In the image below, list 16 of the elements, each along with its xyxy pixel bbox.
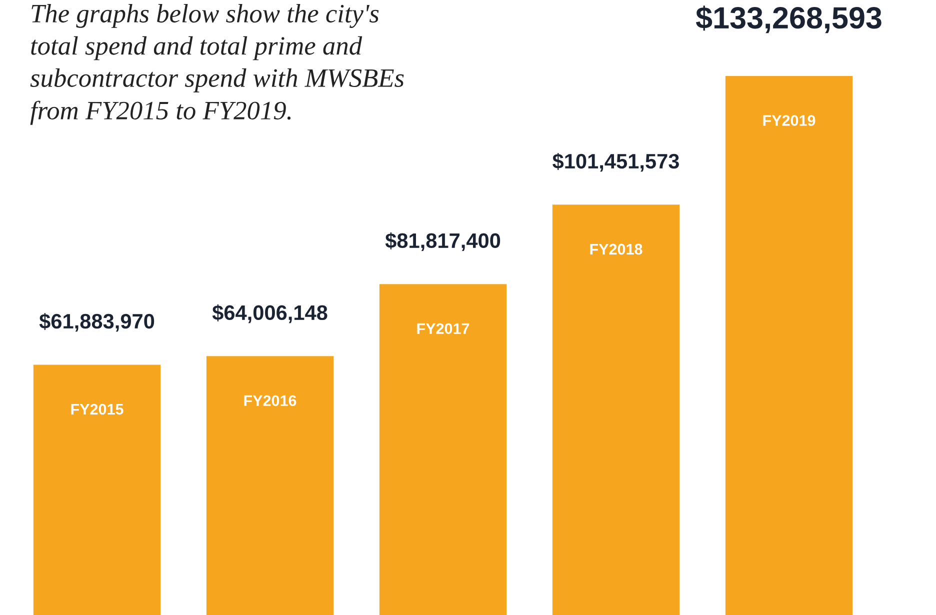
bar [379,284,507,615]
bar [206,356,334,615]
x-tick-label: FY2018 [590,244,642,255]
x-tick-label: FY2015 [71,404,124,415]
bar [552,204,680,615]
data-label: $61,883,970 [39,312,154,332]
x-tick-label: FY2016 [244,395,296,406]
data-label: $133,268,593 [696,6,882,34]
data-label: $64,006,148 [212,304,328,324]
data-label: $101,451,573 [552,152,679,172]
bar [33,364,161,615]
bar [725,76,853,615]
x-tick-label: FY2017 [417,323,470,334]
chart-title: The graphs below show the city's total spend and total prime and subcontractor spend with MWSBEs from FY2015 to FY2019. [30,4,404,125]
x-tick-label: FY2019 [763,115,816,126]
data-label: $81,817,400 [385,232,500,252]
